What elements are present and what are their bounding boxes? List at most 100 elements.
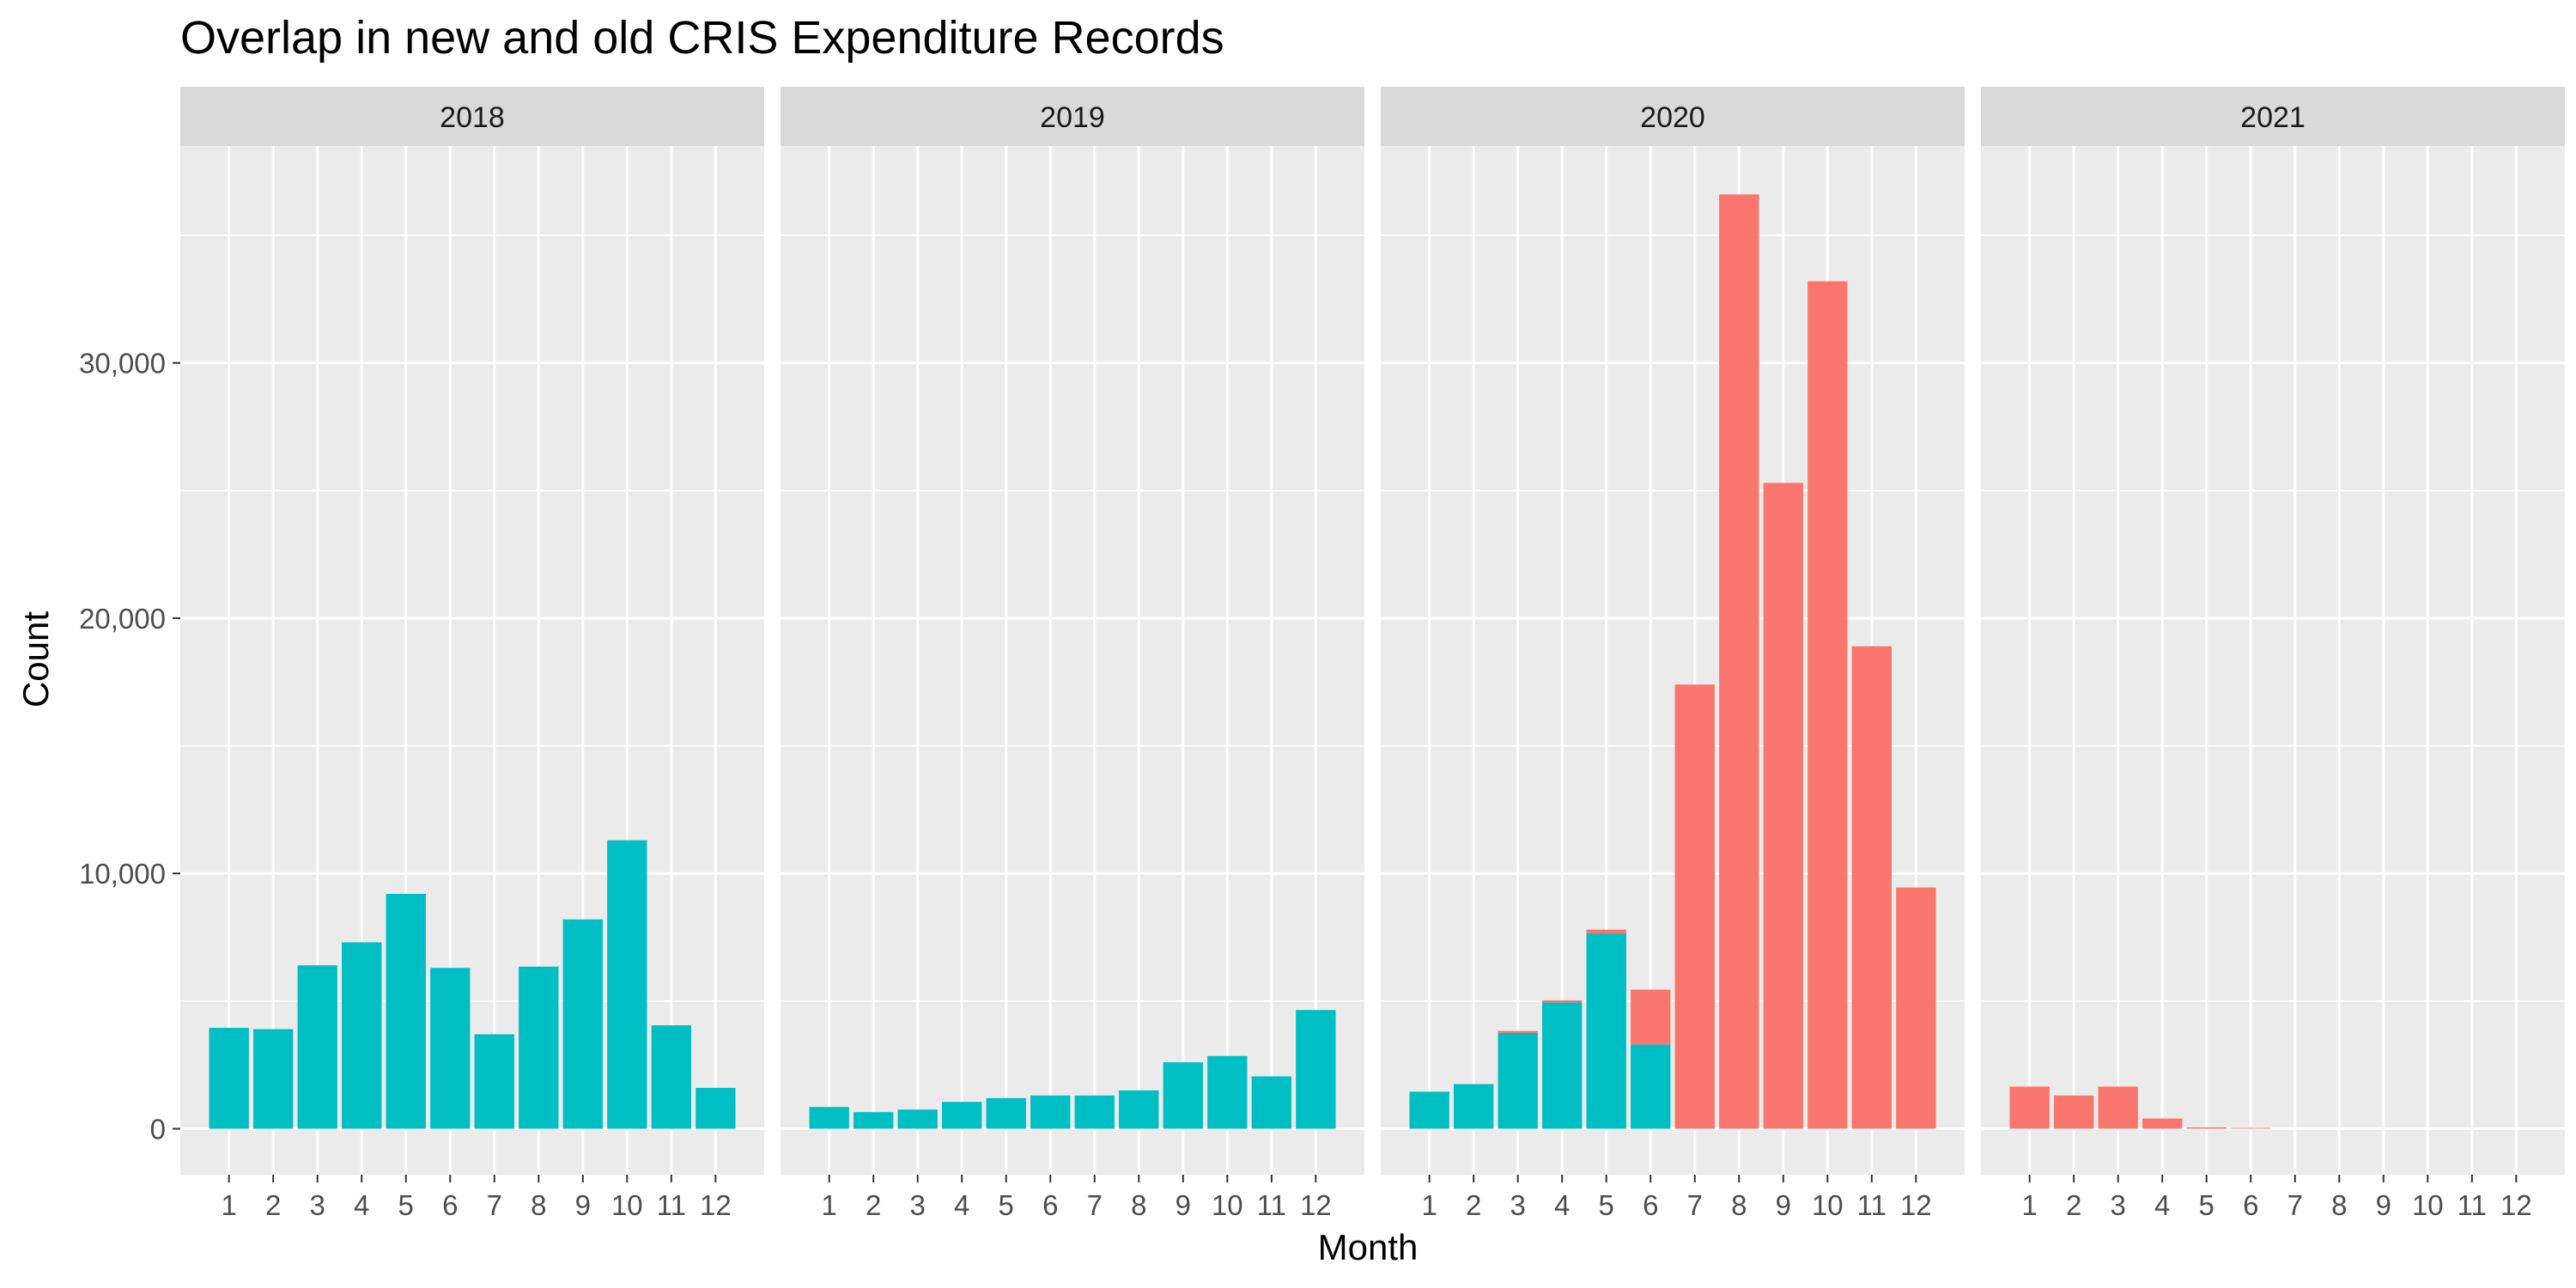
x-tick-label: 9 [575,1189,591,1221]
x-tick-label: 6 [1643,1189,1658,1221]
bar-2021-m4 [2142,1118,2183,1129]
x-tick-label: 6 [442,1189,458,1221]
bar-2021-m3 [2098,1086,2138,1129]
bar-2018-m11 [651,1025,691,1129]
bar-2021-m1 [2009,1086,2050,1129]
bar-2018-m6 [430,968,471,1129]
x-tick-label: 2 [265,1189,281,1221]
y-tick-label: 30,000 [79,348,166,380]
x-tick-label: 3 [910,1189,926,1221]
bar-2020-m8 [1719,194,1759,1129]
panel-background [180,146,764,1175]
bar-2020-m12 [1896,887,1936,1129]
panel-background [781,146,1364,1175]
bar-2020-m4 [1542,1002,1583,1129]
facet-strip [781,87,1364,146]
bar-2019-m11 [1251,1076,1291,1129]
x-tick-label: 4 [2154,1189,2170,1221]
bar-2018-m10 [607,840,647,1129]
x-tick-label: 1 [2021,1189,2037,1221]
x-tick-label: 8 [531,1189,546,1221]
bar-2018-m12 [696,1087,736,1129]
x-tick-label: 5 [1599,1189,1614,1221]
x-tick-label: 6 [1042,1189,1058,1221]
bar-2020-m5 [1586,929,1626,934]
x-tick-label: 5 [398,1189,414,1221]
x-tick-label: 1 [821,1189,836,1221]
bar-2019-m9 [1163,1062,1203,1129]
x-tick-label: 10 [2412,1189,2444,1221]
x-tick-label: 7 [1087,1189,1103,1221]
x-tick-label: 4 [1554,1189,1570,1221]
x-tick-label: 12 [1900,1189,1932,1221]
x-tick-label: 12 [1300,1189,1332,1221]
x-tick-label: 9 [1776,1189,1791,1221]
bar-2019-m5 [986,1097,1026,1129]
bar-2021-m6 [2231,1127,2271,1129]
bar-2020-m5 [1586,933,1626,1129]
x-axis-title: Month [1318,1227,1419,1267]
bar-2019-m2 [854,1112,894,1129]
facet-strip [180,87,764,146]
bar-2020-m3 [1498,1030,1538,1034]
x-tick-label: 6 [2243,1189,2258,1221]
x-tick-label: 9 [2376,1189,2391,1221]
x-tick-label: 10 [1812,1189,1844,1221]
x-tick-label: 11 [1257,1189,1286,1221]
bar-2020-m4 [1542,999,1583,1003]
y-axis: 0 10,000 20,000 30,000 [79,348,180,1145]
bar-2018-m4 [342,942,382,1129]
x-tick-label: 10 [611,1189,643,1221]
bar-2020-m11 [1851,646,1892,1129]
x-tick-label: 1 [1421,1189,1437,1221]
facet-strip-label: 2020 [1640,101,1705,134]
bar-2018-m1 [209,1028,249,1129]
y-tick-label: 0 [150,1113,166,1145]
x-tick-label: 5 [999,1189,1014,1221]
x-tick-label: 11 [2458,1189,2487,1221]
bar-2019-m7 [1074,1095,1115,1129]
x-tick-label: 8 [1731,1189,1747,1221]
bar-2018-m9 [562,919,603,1129]
chart-title: Overlap in new and old CRIS Expenditure … [180,12,1224,64]
bar-2020-m9 [1763,483,1803,1129]
bar-2018-m7 [474,1034,514,1129]
x-tick-label: 9 [1176,1189,1191,1221]
x-tick-label: 3 [1510,1189,1526,1221]
facet-strip [1981,87,2565,146]
y-axis-title: Count [15,611,56,708]
x-tick-label: 7 [487,1189,502,1221]
bar-2020-m2 [1454,1084,1494,1129]
bar-2020-m6 [1631,1044,1671,1129]
bar-2020-m6 [1631,989,1671,1045]
bar-2020-m7 [1674,684,1715,1129]
x-tick-label: 11 [1857,1189,1886,1221]
x-tick-label: 8 [1131,1189,1146,1221]
bar-2019-m1 [809,1107,849,1129]
bar-2019-m10 [1207,1055,1248,1129]
bar-2019-m8 [1119,1090,1159,1129]
bar-2019-m3 [897,1109,938,1129]
bar-2020-m10 [1807,281,1848,1129]
facet-strip-label: 2019 [1040,101,1105,134]
x-tick-label: 3 [310,1189,325,1221]
x-tick-label: 7 [2287,1189,2303,1221]
x-tick-label: 2 [2066,1189,2081,1221]
bar-2018-m2 [253,1029,294,1129]
x-tick-label: 8 [2331,1189,2347,1221]
x-tick-label: 10 [1212,1189,1243,1221]
bar-2021-m2 [2054,1095,2094,1129]
x-tick-label: 12 [700,1189,732,1221]
facet-strip-label: 2021 [2240,101,2306,134]
x-tick-label: 3 [2111,1189,2126,1221]
x-tick-label: 2 [866,1189,881,1221]
x-tick-label: 4 [954,1189,969,1221]
bar-2020-m3 [1498,1033,1538,1129]
bar-2019-m12 [1296,1010,1336,1129]
x-tick-label: 7 [1687,1189,1703,1221]
